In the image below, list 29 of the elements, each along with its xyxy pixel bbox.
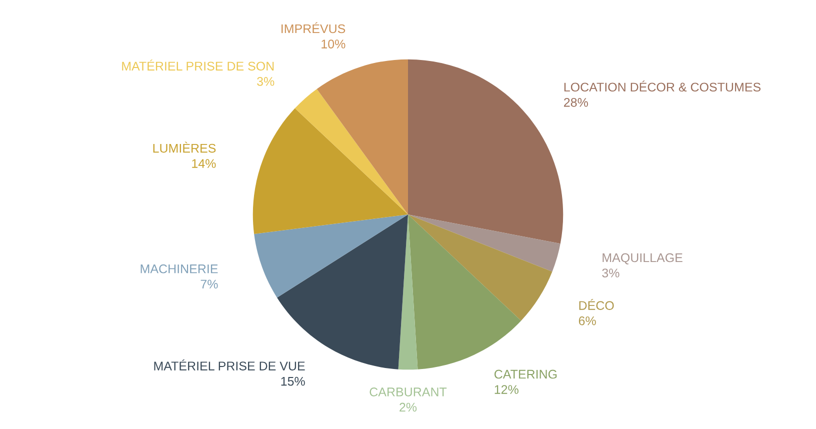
- pie-slice: [277, 214, 408, 370]
- data-label: 12%: [494, 385, 518, 394]
- data-label: 14%: [192, 159, 216, 168]
- pie-slice: [294, 88, 408, 214]
- data-label: 10%: [322, 40, 346, 48]
- pie-slice: [252, 108, 408, 234]
- data-label: 3%: [257, 77, 274, 86]
- data-label: 7%: [200, 280, 218, 289]
- data-label: 28%: [564, 98, 588, 107]
- pie-slice: [408, 214, 552, 321]
- pie-slice: [408, 214, 522, 370]
- slice-label: LUMIÈRES: [153, 142, 216, 153]
- data-label: 15%: [281, 376, 305, 386]
- data-label: 3%: [602, 268, 620, 278]
- slice-label: MACHINERIE: [140, 264, 218, 274]
- pie-slice: [408, 59, 564, 244]
- slice-label: IMPRÉVUS: [282, 22, 346, 34]
- slice-label: CATERING: [494, 370, 557, 379]
- slice-label: DÉCO: [579, 299, 614, 310]
- data-label: 2%: [400, 402, 417, 412]
- slice-label: LOCATION DÉCOR & COSTUMES: [564, 80, 761, 92]
- data-label: 6%: [578, 316, 596, 326]
- slice-label: CARBURANT: [370, 388, 447, 396]
- pie-slice: [408, 214, 560, 272]
- slice-label: MATÉRIEL PRISE DE SON: [122, 60, 274, 71]
- pie-slice: [254, 214, 408, 298]
- slice-label: MAQUILLAGE: [602, 253, 682, 264]
- pie-slice: [316, 59, 408, 214]
- slice-label: MATÉRIEL PRISE DE VUE: [154, 359, 305, 370]
